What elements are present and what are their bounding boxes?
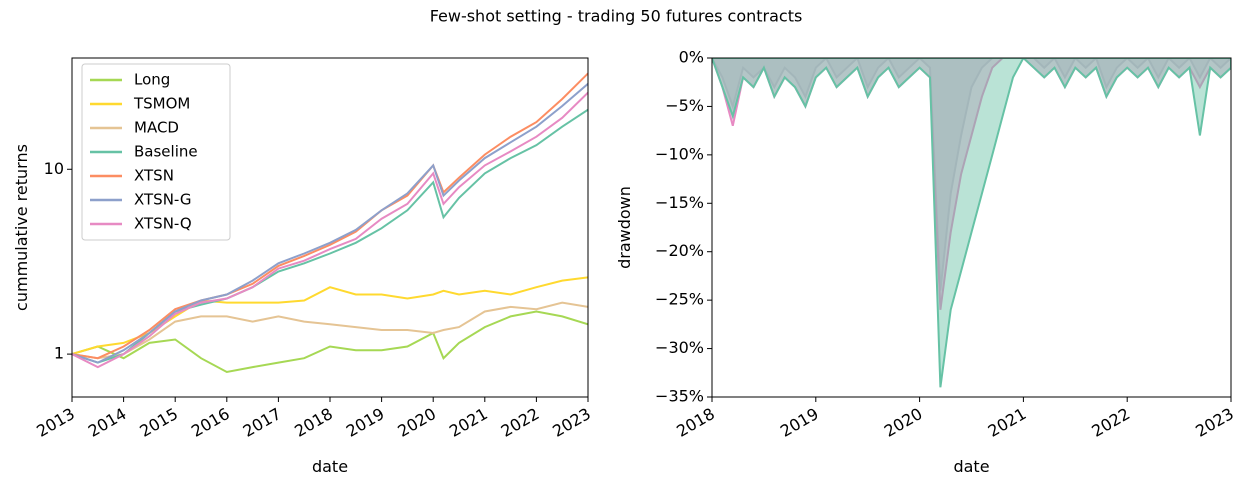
y-tick-label: −10% — [655, 144, 704, 163]
legend-label: XTSN — [134, 167, 174, 185]
y-axis-label: drawdown — [615, 186, 634, 269]
x-tick-label: 2021 — [446, 404, 491, 441]
x-tick-label: 2016 — [188, 404, 233, 441]
axes-frame — [711, 57, 1232, 398]
y-tick-label: −15% — [655, 193, 704, 212]
x-tick-label: 2015 — [136, 404, 181, 441]
figure-title: Few-shot setting - trading 50 futures co… — [430, 7, 803, 26]
series-line — [72, 301, 588, 360]
x-tick-label: 2020 — [881, 404, 926, 441]
legend-label: XTSN-Q — [134, 215, 192, 233]
legend-label: Long — [134, 71, 170, 89]
drawdown-area — [712, 58, 1231, 291]
plot-area — [712, 58, 1231, 388]
x-tick-label: 2022 — [498, 404, 543, 441]
y-tick-label: −25% — [655, 290, 704, 309]
x-tick-label: 2023 — [549, 404, 594, 441]
y-tick-label: −20% — [655, 241, 704, 260]
x-tick-label: 2021 — [985, 404, 1030, 441]
y-tick-label: 0% — [679, 48, 704, 67]
legend-label: MACD — [134, 119, 179, 137]
x-tick-label: 2019 — [777, 404, 822, 441]
y-tick-label: 1 — [54, 344, 64, 363]
y-tick-label: −5% — [665, 96, 704, 115]
series-line — [72, 91, 588, 369]
x-tick-label: 2019 — [343, 404, 388, 441]
x-tick-label: 2017 — [240, 404, 285, 441]
x-tick-label: 2020 — [394, 404, 439, 441]
series-line — [72, 310, 588, 374]
x-tick-label: 2023 — [1192, 404, 1233, 441]
x-tick-label: 2018 — [291, 404, 336, 441]
y-axis-label: cummulative returns — [12, 144, 31, 311]
x-tick-label: 2013 — [33, 404, 78, 441]
x-axis-label: date — [312, 457, 348, 476]
x-tick-label: 2014 — [85, 404, 130, 441]
y-tick-label: −30% — [655, 338, 704, 357]
plot-area — [72, 72, 588, 374]
legend-box — [81, 63, 231, 241]
drawdown-area — [712, 58, 1231, 388]
x-axis-label: date — [953, 457, 989, 476]
legend-label: TSMOM — [133, 95, 190, 113]
series-line — [72, 83, 588, 364]
legend-label: XTSN-G — [134, 191, 192, 209]
x-tick-label: 2022 — [1088, 404, 1133, 441]
y-tick-label: −35% — [655, 387, 704, 406]
series-line — [72, 72, 588, 360]
legend-label: Baseline — [134, 143, 198, 161]
y-tick-label: 10 — [44, 159, 64, 178]
x-tick-label: 2018 — [673, 404, 718, 441]
